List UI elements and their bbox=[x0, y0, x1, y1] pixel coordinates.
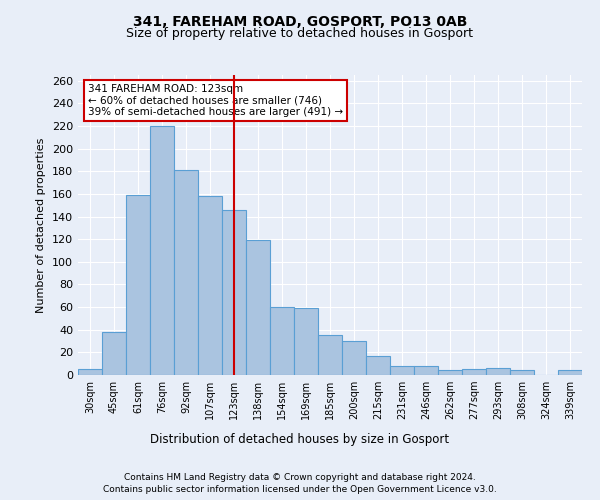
Bar bbox=[198, 196, 222, 375]
Bar bbox=[102, 332, 126, 375]
Bar bbox=[438, 370, 462, 375]
Bar bbox=[342, 341, 366, 375]
Bar bbox=[174, 170, 198, 375]
Bar bbox=[270, 307, 294, 375]
Bar bbox=[246, 240, 270, 375]
Bar bbox=[222, 210, 246, 375]
Text: Contains HM Land Registry data © Crown copyright and database right 2024.: Contains HM Land Registry data © Crown c… bbox=[124, 472, 476, 482]
Bar bbox=[366, 356, 390, 375]
Text: Contains public sector information licensed under the Open Government Licence v3: Contains public sector information licen… bbox=[103, 485, 497, 494]
Bar bbox=[486, 368, 510, 375]
Bar bbox=[390, 366, 414, 375]
Bar bbox=[150, 126, 174, 375]
Bar bbox=[558, 370, 582, 375]
Text: 341, FAREHAM ROAD, GOSPORT, PO13 0AB: 341, FAREHAM ROAD, GOSPORT, PO13 0AB bbox=[133, 15, 467, 29]
Bar bbox=[294, 308, 318, 375]
Bar bbox=[414, 366, 438, 375]
Bar bbox=[462, 370, 486, 375]
Bar bbox=[126, 195, 150, 375]
Text: Distribution of detached houses by size in Gosport: Distribution of detached houses by size … bbox=[151, 432, 449, 446]
Text: Size of property relative to detached houses in Gosport: Size of property relative to detached ho… bbox=[127, 28, 473, 40]
Bar bbox=[318, 336, 342, 375]
Bar bbox=[510, 370, 534, 375]
Bar bbox=[78, 370, 102, 375]
Text: 341 FAREHAM ROAD: 123sqm
← 60% of detached houses are smaller (746)
39% of semi-: 341 FAREHAM ROAD: 123sqm ← 60% of detach… bbox=[88, 84, 343, 117]
Y-axis label: Number of detached properties: Number of detached properties bbox=[37, 138, 46, 312]
